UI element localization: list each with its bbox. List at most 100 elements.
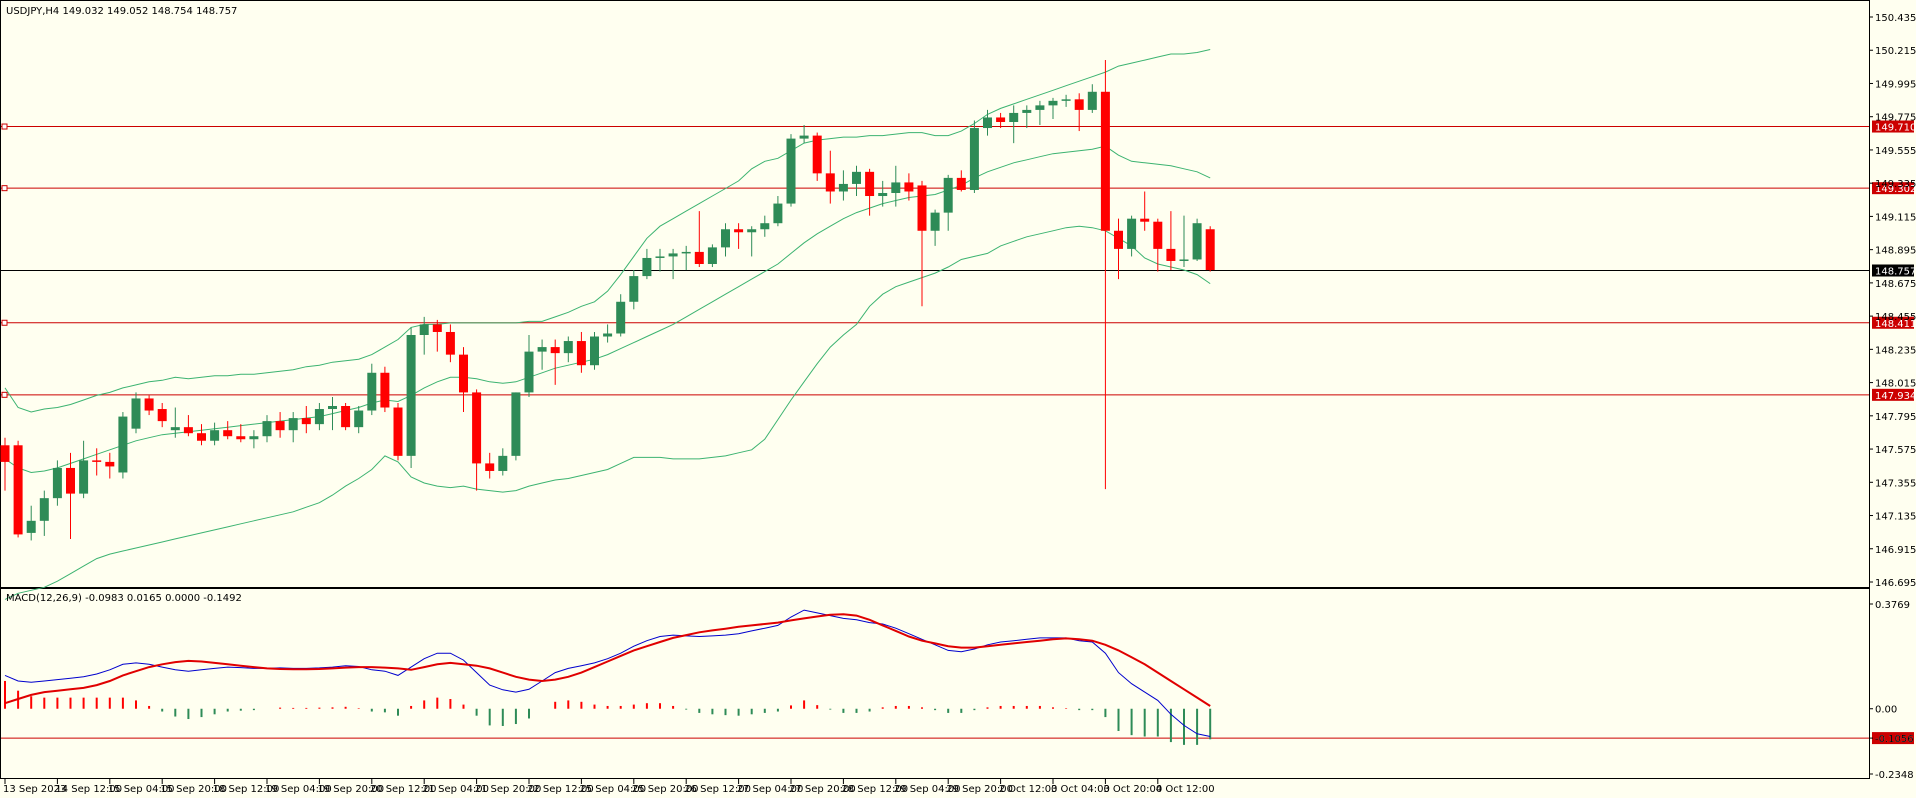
- candle-bear: [904, 182, 914, 192]
- candle-bear: [341, 406, 351, 428]
- candle-bull: [1127, 218, 1137, 249]
- candle-bull: [367, 372, 377, 411]
- time-tick-label: 3 Oct 20:00: [1103, 784, 1162, 795]
- candle-bull: [210, 430, 220, 441]
- candle-bear: [144, 398, 154, 411]
- candle-bull: [891, 182, 901, 193]
- candle-bull: [537, 347, 547, 352]
- candle-bear: [1074, 99, 1084, 110]
- bollinger-upper-line: [4, 49, 1211, 413]
- price-level-label: 149.710: [1875, 123, 1916, 134]
- time-tick-label: 27 Sep 04:00: [737, 784, 804, 795]
- candle-bull: [943, 177, 953, 213]
- candle-bull: [563, 341, 573, 354]
- candle-bull: [328, 406, 337, 410]
- price-tick-label: 147.355: [1875, 478, 1916, 489]
- price-panel[interactable]: [0, 0, 1870, 588]
- candle-bear: [13, 445, 23, 535]
- price-level-tag: [1872, 182, 1914, 195]
- candle-bull: [852, 171, 861, 184]
- price-tick-label: 150.435: [1875, 13, 1916, 24]
- candle-bull: [419, 324, 429, 336]
- price-tick-label: 147.135: [1875, 512, 1916, 523]
- price-level-handle: [1, 185, 8, 192]
- price-tick-label: 149.115: [1875, 212, 1916, 223]
- candle-bull: [629, 276, 639, 302]
- price-level-label: 147.934: [1875, 391, 1916, 402]
- candle-bull: [707, 247, 717, 264]
- candle-bear: [865, 171, 875, 197]
- candle-bull: [786, 138, 796, 204]
- price-tick-label: 147.575: [1875, 445, 1916, 456]
- price-tick-label: 147.795: [1875, 412, 1916, 423]
- candle-bull: [590, 336, 599, 366]
- candle-bull: [1022, 109, 1032, 113]
- candle-bull: [1009, 112, 1019, 122]
- candle-bull: [838, 183, 848, 192]
- time-tick-label: 28 Sep 12:00: [841, 784, 908, 795]
- candle-bull: [681, 251, 691, 254]
- candle-bear: [393, 407, 403, 456]
- time-tick-label: 15 Sep 20:00: [160, 784, 227, 795]
- symbol-info: USDJPY,H4 149.032 149.052 148.754 148.75…: [6, 6, 237, 17]
- candle-bear: [956, 177, 966, 190]
- candle-bear: [1166, 248, 1176, 261]
- time-tick-label: 20 Sep 12:00: [370, 784, 437, 795]
- bollinger-bands: [4, 49, 1211, 600]
- price-tick-label: 146.695: [1875, 578, 1916, 589]
- candle-bear: [459, 354, 468, 393]
- candle-bear: [66, 467, 75, 494]
- candle-bull: [668, 253, 678, 257]
- candle-bull: [249, 436, 259, 440]
- candles: [0, 60, 1215, 541]
- candle-bear: [576, 341, 586, 366]
- candle-bear: [301, 418, 311, 425]
- time-tick-label: 22 Sep 12:00: [527, 784, 594, 795]
- price-level-label: 148.411: [1875, 319, 1916, 330]
- candle-bull: [603, 333, 613, 337]
- candle-bull: [1035, 105, 1045, 110]
- candle-bear: [92, 460, 102, 462]
- candle-bear: [472, 392, 482, 464]
- candle-bull: [131, 398, 141, 429]
- current-price-label: 148.757: [1875, 266, 1916, 277]
- candle-bull: [354, 410, 364, 428]
- bollinger-lower-line: [4, 225, 1211, 600]
- candle-bull: [969, 128, 979, 190]
- macd-tick-label: -0.2348: [1875, 770, 1914, 781]
- price-tick-label: 148.235: [1875, 345, 1916, 356]
- candle-bull: [983, 117, 992, 129]
- macd-main-line: [4, 609, 1211, 737]
- macd-tick-label: 0.3769: [1875, 600, 1910, 611]
- candle-bull: [170, 427, 180, 431]
- candle-bear: [1114, 230, 1123, 249]
- candle-bull: [1179, 259, 1189, 261]
- price-tick-label: 149.995: [1875, 79, 1916, 90]
- candle-bear: [197, 433, 206, 441]
- candle-bear: [812, 135, 822, 174]
- time-tick-label: 13 Sep 2023: [3, 784, 66, 795]
- candle-bull: [1087, 91, 1097, 110]
- macd-panel[interactable]: [0, 588, 1870, 779]
- candle-bear: [236, 436, 246, 440]
- time-tick-label: 26 Sep 12:00: [684, 784, 751, 795]
- macd-info: MACD(12,26,9) -0.0983 0.0165 0.0000 -0.1…: [6, 593, 242, 604]
- price-tick-label: 146.915: [1875, 545, 1916, 556]
- candle-bull: [262, 421, 272, 437]
- price-level-handle: [1, 123, 8, 130]
- current-price-tag: [1872, 264, 1914, 277]
- candle-bear: [105, 461, 115, 467]
- price-axis: 150.435 150.215 149.995 149.775 149.555 149.3…: [1869, 13, 1916, 781]
- macd-tick-label: 0.00: [1875, 705, 1897, 716]
- price-level-tag: [1872, 120, 1914, 133]
- candle-bull: [655, 256, 665, 258]
- candle-bear: [275, 421, 285, 431]
- macd-level-label: -0.1056: [1875, 734, 1914, 745]
- price-tick-label: 148.455: [1875, 312, 1916, 323]
- bollinger-middle-line: [4, 145, 1211, 474]
- candle-bear: [550, 347, 560, 354]
- candle-bull: [498, 455, 508, 471]
- price-levels: 149.710 149.302 148.411 147.934 148.757: [1, 120, 1916, 402]
- price-tick-label: 149.775: [1875, 113, 1916, 124]
